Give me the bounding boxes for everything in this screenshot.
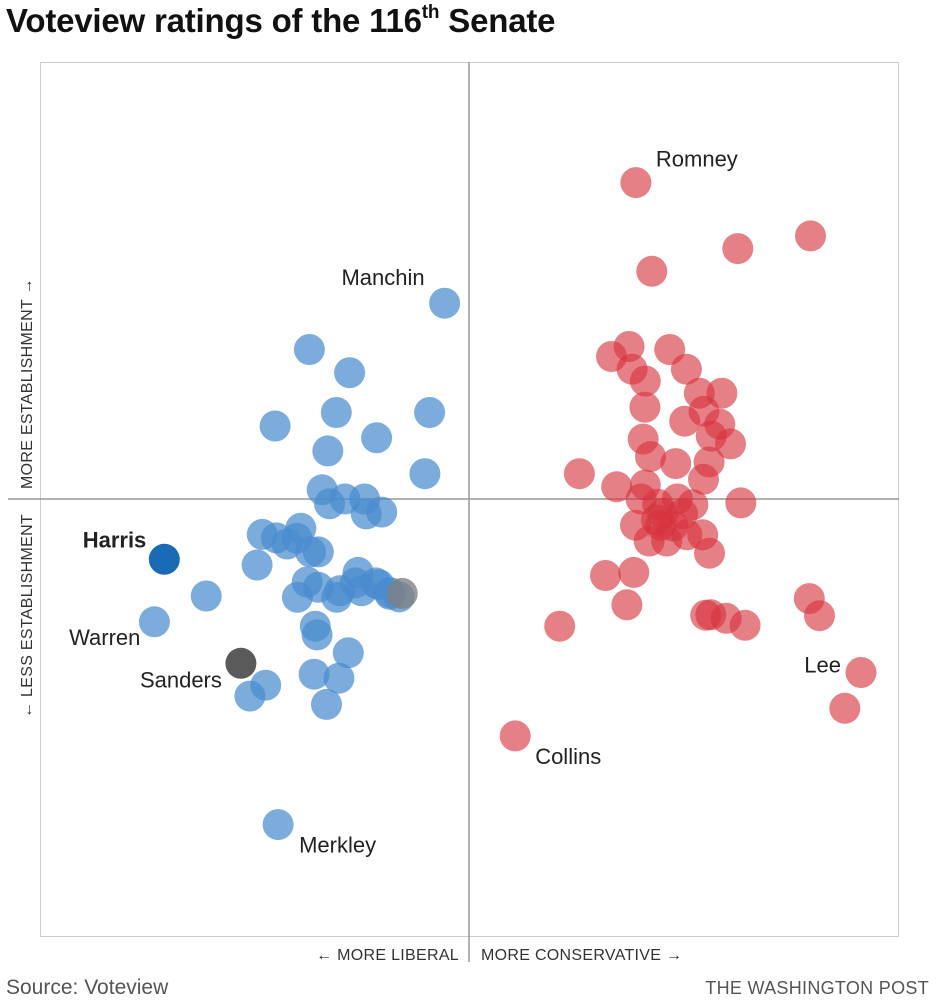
republican-point [725, 487, 757, 519]
republican-point [688, 463, 719, 495]
democrat-point [334, 357, 366, 389]
republican-point [611, 589, 643, 621]
democrat-point [295, 536, 327, 568]
republican-point [620, 167, 652, 199]
republican-point [690, 599, 722, 631]
democrat-point [312, 435, 344, 467]
democrat-point [259, 410, 291, 442]
democrat-point [190, 580, 222, 612]
label-sanders: Sanders [140, 667, 222, 692]
democrat-point [311, 688, 342, 720]
harris-point [148, 543, 180, 575]
republican-point [845, 657, 877, 688]
republican-point [636, 255, 668, 287]
democrat-point [320, 397, 352, 428]
republican-point [601, 471, 633, 503]
republican-point [795, 220, 826, 252]
democrat-point [323, 662, 355, 694]
sanders-point [225, 647, 257, 679]
democrat-point [361, 422, 393, 454]
republican-point [670, 353, 702, 385]
republican-point [715, 428, 746, 460]
republican-point [629, 469, 661, 501]
label-lee: Lee [804, 653, 841, 678]
democrat-point [138, 606, 170, 638]
republican-point [629, 365, 661, 397]
republican-point [590, 560, 621, 591]
democrat-point [298, 658, 330, 690]
axes [8, 62, 899, 962]
label-manchin: Manchin [341, 265, 424, 290]
republican-point [635, 441, 666, 473]
democrat-point [414, 397, 446, 428]
label-romney: Romney [656, 147, 738, 172]
democrat-point [293, 334, 325, 365]
chart-title-main: Voteview ratings of the 116 [6, 2, 422, 39]
chart-title: Voteview ratings of the 116th Senate [6, 2, 556, 40]
republican-point [677, 489, 709, 521]
label-warren: Warren [69, 625, 140, 650]
republican-point [499, 720, 531, 752]
x-axis-label-positive: MORE CONSERVATIVE → [481, 947, 682, 964]
democrat-point [241, 549, 273, 581]
chart-title-superscript: th [421, 2, 440, 23]
publisher-credit: THE WASHINGTON POST [705, 978, 929, 998]
label-collins: Collins [535, 744, 601, 769]
independent-point [386, 577, 418, 609]
democrat-point [301, 619, 333, 651]
republican-point [641, 504, 672, 536]
democrat-point [332, 637, 364, 669]
republican-point [629, 391, 661, 423]
republican-point [804, 600, 835, 632]
democrat-point [329, 483, 361, 515]
chart-title-tail: Senate [439, 2, 556, 39]
label-harris: Harris [83, 527, 147, 552]
republican-point [729, 609, 761, 641]
democrat-point [429, 287, 461, 319]
democrat-point [281, 581, 313, 613]
republican-point [618, 556, 650, 588]
y-axis-label-positive: MORE ESTABLISHMENT → [19, 278, 36, 489]
source-note: Source: Voteview [6, 976, 169, 999]
y-axis-label-negative: ← LESS ESTABLISHMENT [19, 514, 36, 718]
republican-point [563, 458, 595, 490]
democrat-point [324, 575, 356, 607]
republican-point [660, 448, 692, 480]
label-merkley: Merkley [299, 833, 376, 858]
republican-point [669, 405, 701, 437]
republican-point [544, 610, 576, 642]
republican-point [694, 537, 725, 569]
democrat-point [409, 458, 441, 490]
democrat-point [234, 680, 266, 712]
democrat-point [262, 809, 294, 841]
republican-point [722, 233, 754, 265]
democrat-point [366, 496, 398, 528]
republican-point [829, 692, 861, 724]
x-axis-label-negative: ← MORE LIBERAL [316, 947, 459, 964]
data-points [138, 167, 877, 841]
